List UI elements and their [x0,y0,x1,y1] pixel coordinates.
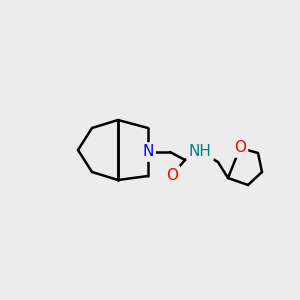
Text: O: O [166,167,178,182]
Text: N: N [142,145,154,160]
Text: NH: NH [189,145,211,160]
Text: O: O [234,140,246,155]
